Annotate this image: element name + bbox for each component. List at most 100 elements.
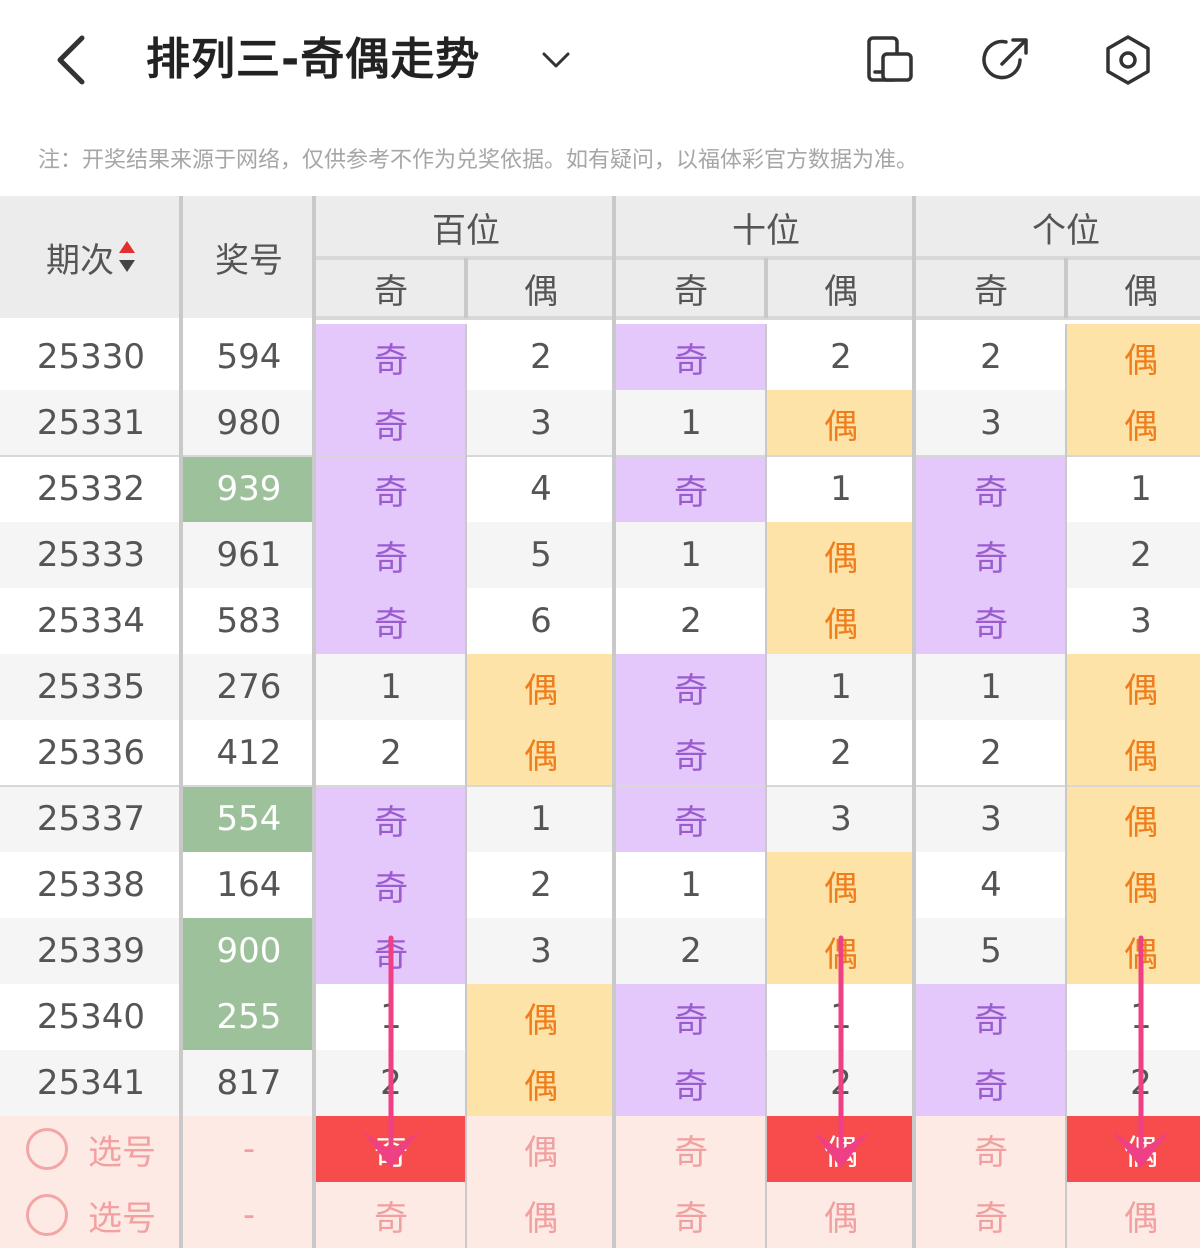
- miss-count: 4: [466, 456, 616, 522]
- miss-count: 3: [466, 390, 616, 456]
- select-option[interactable]: 奇: [916, 1182, 1066, 1248]
- sub-header-even: 偶: [1066, 258, 1200, 318]
- miss-count: 1: [1066, 984, 1200, 1050]
- column-divider: [912, 196, 916, 1248]
- odd-marker: 奇: [316, 522, 466, 588]
- radio-icon[interactable]: [26, 1194, 68, 1236]
- period-cell: 25337: [0, 786, 182, 852]
- header-divider: [316, 316, 1200, 320]
- miss-count: 1: [916, 654, 1066, 720]
- select-label: 选号: [88, 1198, 156, 1239]
- number-cell: 594: [182, 324, 316, 390]
- odd-marker: 奇: [316, 324, 466, 390]
- column-divider: [179, 196, 183, 1248]
- even-marker: 偶: [466, 984, 616, 1050]
- odd-marker: 奇: [316, 588, 466, 654]
- odd-marker: 奇: [616, 720, 766, 786]
- miss-count: 1: [766, 654, 916, 720]
- number-cell: 583: [182, 588, 316, 654]
- odd-marker: 奇: [616, 456, 766, 522]
- miss-count: 2: [616, 588, 766, 654]
- odd-marker: 奇: [316, 786, 466, 852]
- number-cell: 554: [182, 786, 316, 852]
- period-cell: 25339: [0, 918, 182, 984]
- sub-header-odd: 奇: [616, 258, 766, 318]
- select-option[interactable]: 奇: [916, 1116, 1066, 1182]
- app-header: 排列三-奇偶走势: [0, 0, 1200, 120]
- number-cell: 412: [182, 720, 316, 786]
- sort-icon[interactable]: [118, 239, 136, 275]
- miss-count: 1: [616, 852, 766, 918]
- column-header-number: 奖号: [182, 196, 316, 318]
- down-arrow-icon: [363, 935, 419, 1168]
- down-arrow-icon: [1113, 935, 1169, 1168]
- even-marker: 偶: [766, 852, 916, 918]
- miss-count: 3: [766, 786, 916, 852]
- group-header-1: 百位: [316, 196, 616, 258]
- select-number-cell: -: [182, 1182, 316, 1248]
- select-row-label[interactable]: 选号: [0, 1182, 182, 1248]
- even-marker: 偶: [1066, 720, 1200, 786]
- select-option[interactable]: 偶: [466, 1182, 616, 1248]
- even-marker: 偶: [1066, 390, 1200, 456]
- period-cell: 25332: [0, 456, 182, 522]
- odd-marker: 奇: [316, 456, 466, 522]
- number-cell: 255: [182, 984, 316, 1050]
- select-option[interactable]: 偶: [766, 1182, 916, 1248]
- device-button[interactable]: [864, 34, 916, 86]
- number-cell: 900: [182, 918, 316, 984]
- miss-count: 2: [1066, 522, 1200, 588]
- header-divider: [916, 256, 1200, 260]
- select-option[interactable]: 偶: [1066, 1182, 1200, 1248]
- period-cell: 25340: [0, 984, 182, 1050]
- miss-count: 2: [466, 852, 616, 918]
- group-header-2: 十位: [616, 196, 916, 258]
- select-option[interactable]: 奇: [316, 1182, 466, 1248]
- select-option[interactable]: 奇: [616, 1182, 766, 1248]
- miss-count: 1: [316, 654, 466, 720]
- period-cell: 25330: [0, 324, 182, 390]
- miss-count: 5: [916, 918, 1066, 984]
- period-header-label: 期次: [46, 240, 114, 281]
- select-option[interactable]: 奇: [616, 1116, 766, 1182]
- miss-count: 1: [616, 522, 766, 588]
- select-toggle[interactable]: 选号: [26, 1191, 156, 1240]
- sub-header-even: 偶: [466, 258, 616, 318]
- odd-marker: 奇: [616, 324, 766, 390]
- even-marker: 偶: [466, 654, 616, 720]
- select-number-cell: -: [182, 1116, 316, 1182]
- settings-button[interactable]: [1102, 34, 1154, 86]
- miss-count: 2: [466, 324, 616, 390]
- miss-count: 1: [1066, 456, 1200, 522]
- even-marker: 偶: [1066, 654, 1200, 720]
- odd-marker: 奇: [916, 522, 1066, 588]
- miss-count: 3: [1066, 588, 1200, 654]
- share-button[interactable]: [980, 34, 1032, 86]
- period-cell: 25336: [0, 720, 182, 786]
- header-divider: [764, 258, 768, 318]
- miss-count: 2: [1066, 1050, 1200, 1116]
- disclaimer-note: 注：开奖结果来源于网络，仅供参考不作为兑奖依据。如有疑问，以福体彩官方数据为准。: [38, 148, 919, 173]
- select-option[interactable]: 偶: [466, 1116, 616, 1182]
- miss-count: 2: [916, 324, 1066, 390]
- odd-marker: 奇: [916, 588, 1066, 654]
- odd-marker: 奇: [316, 390, 466, 456]
- title-dropdown-toggle[interactable]: [536, 40, 576, 80]
- odd-marker: 奇: [616, 786, 766, 852]
- select-toggle[interactable]: 选号: [26, 1125, 156, 1174]
- miss-count: 1: [766, 456, 916, 522]
- period-cell: 25334: [0, 588, 182, 654]
- radio-icon[interactable]: [26, 1128, 68, 1170]
- miss-count: 6: [466, 588, 616, 654]
- select-row-label[interactable]: 选号: [0, 1116, 182, 1182]
- row-group-divider: [0, 785, 1200, 787]
- back-button[interactable]: [40, 28, 104, 92]
- column-header-period[interactable]: 期次: [0, 196, 182, 318]
- miss-count: 2: [316, 720, 466, 786]
- miss-count: 3: [466, 918, 616, 984]
- even-marker: 偶: [766, 588, 916, 654]
- period-cell: 25335: [0, 654, 182, 720]
- miss-count: 3: [916, 390, 1066, 456]
- row-group-divider: [0, 455, 1200, 457]
- settings-icon: [1106, 35, 1150, 85]
